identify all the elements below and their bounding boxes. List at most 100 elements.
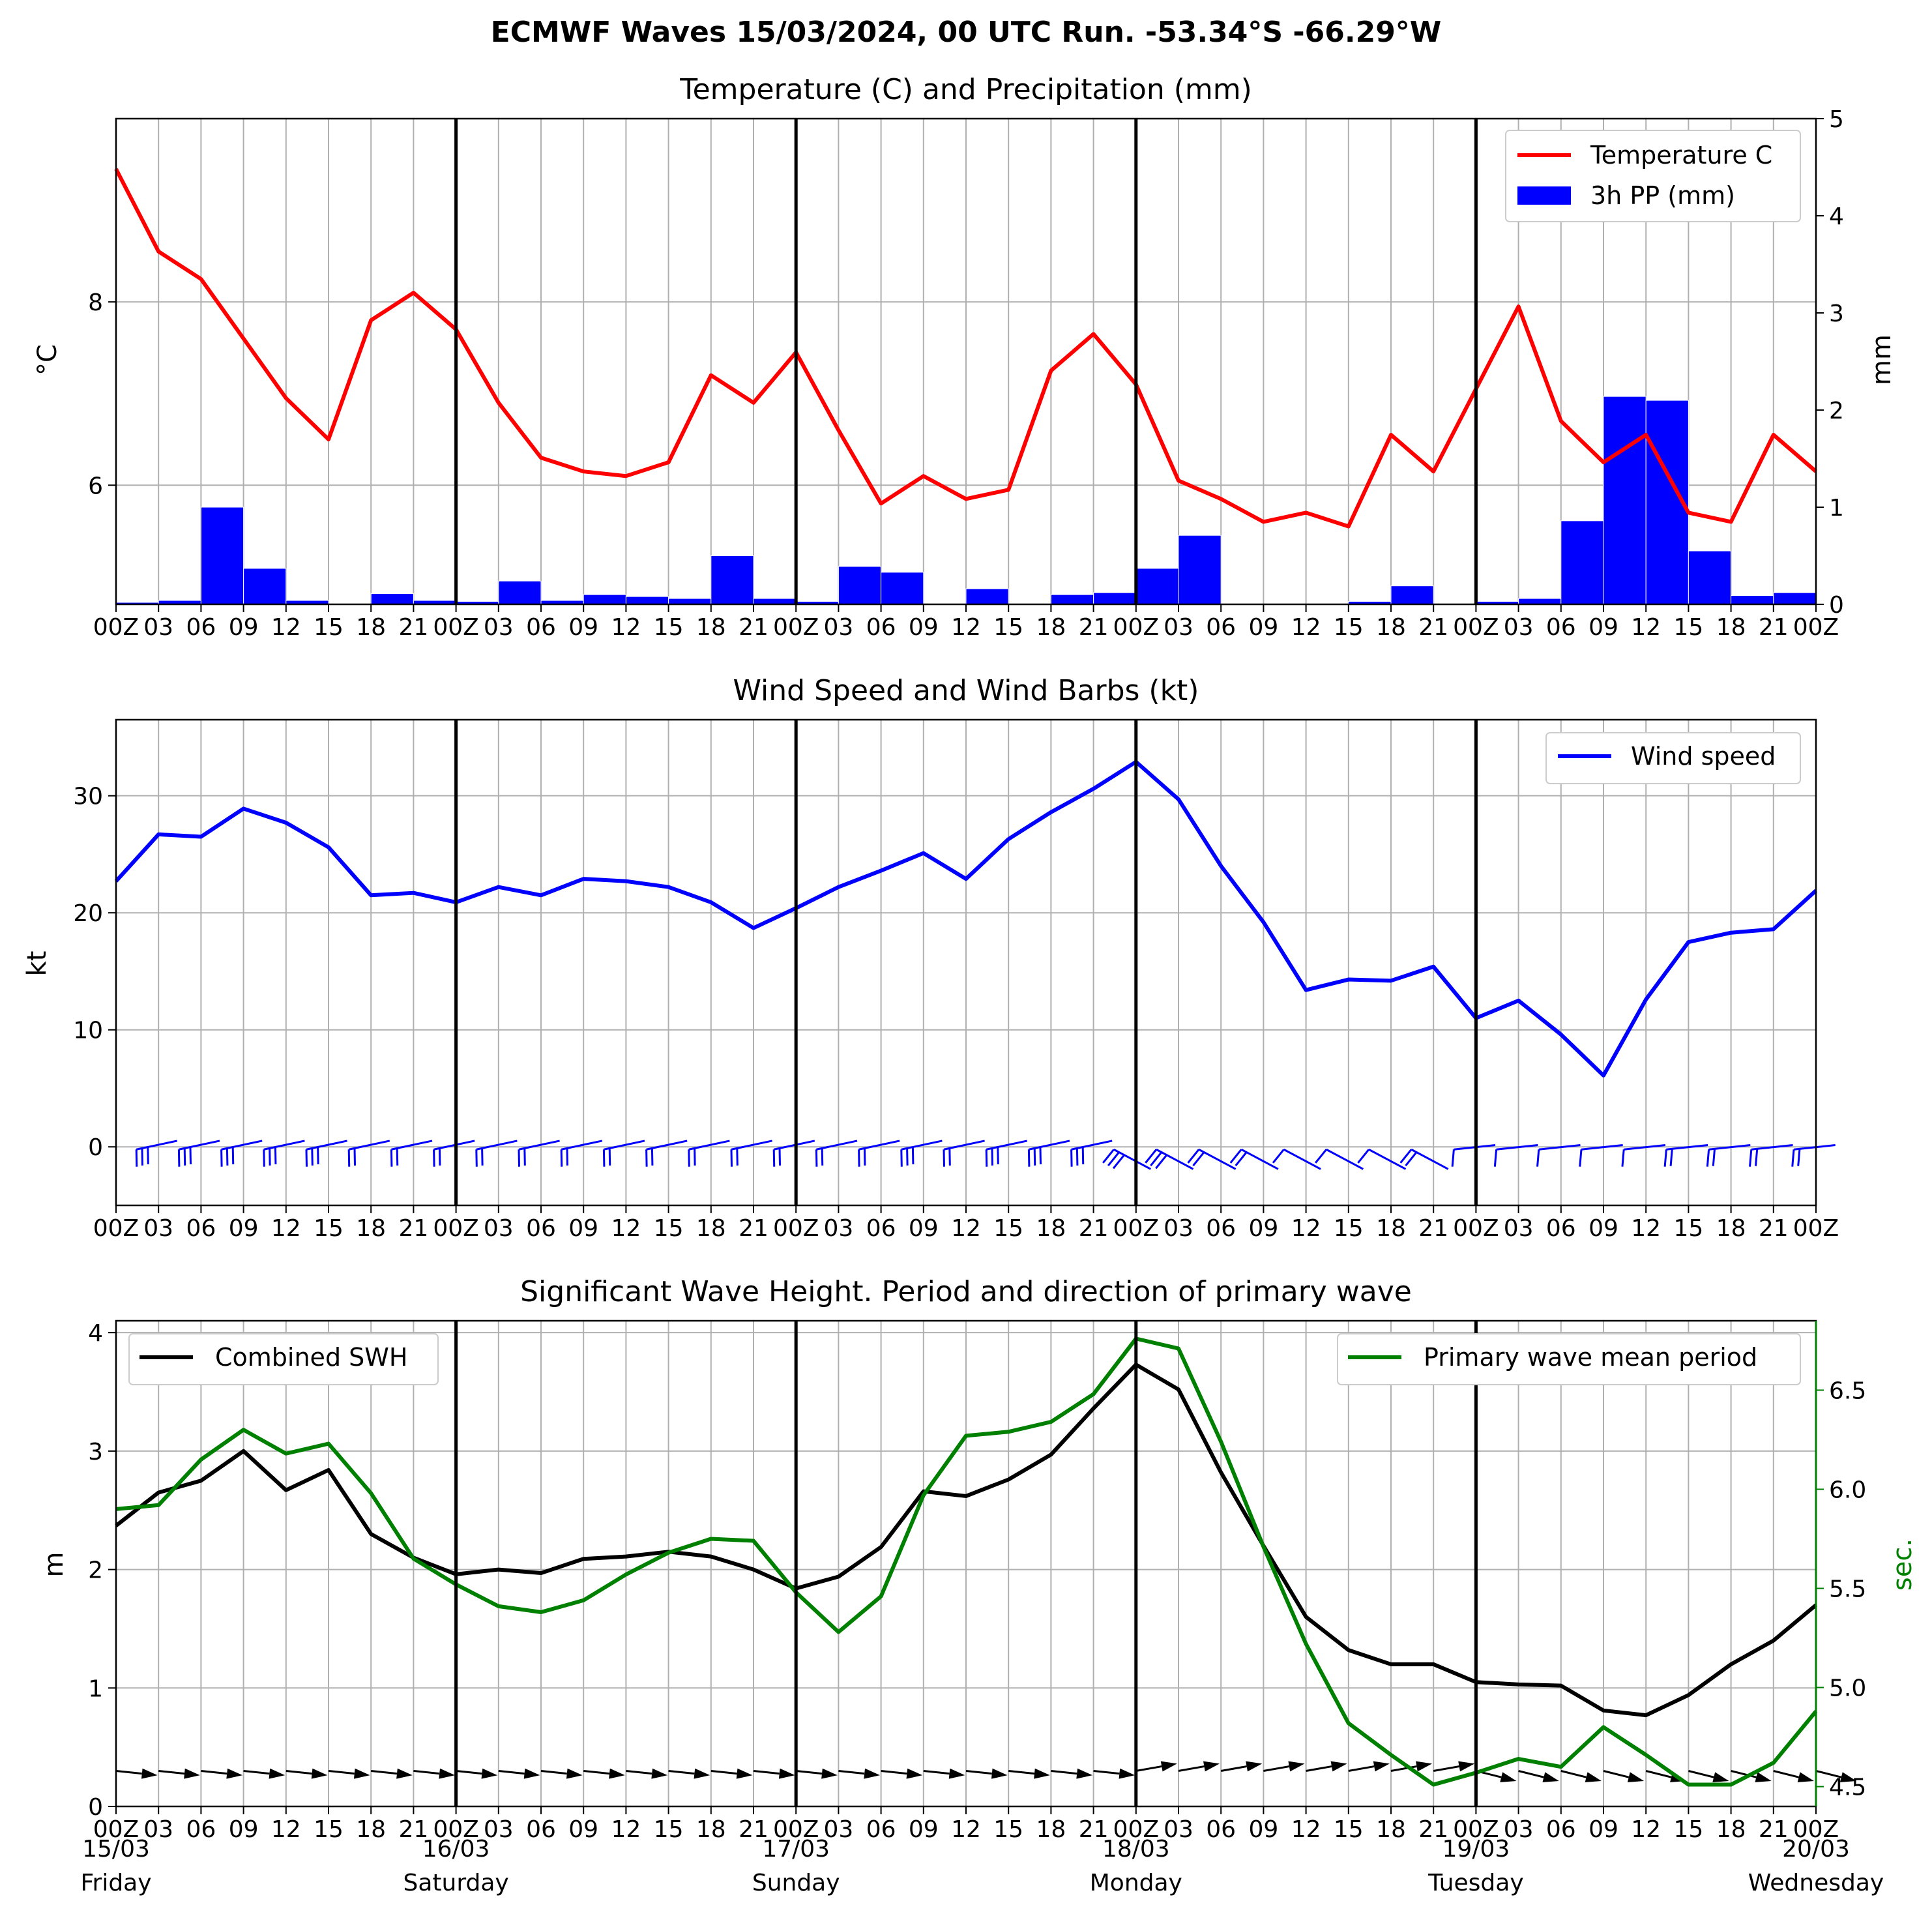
- wind-barb: [815, 1140, 858, 1167]
- arrow-shaft: [965, 1769, 992, 1775]
- barb-shaft: [306, 1140, 347, 1151]
- xtick-label: 15: [654, 1215, 684, 1242]
- figure-title: ECMWF Waves 15/03/2024, 00 UTC Run. -53.…: [491, 16, 1442, 49]
- precip-bar: [1518, 598, 1562, 605]
- barb-flag: [305, 1149, 308, 1167]
- barb-flag: [1192, 1151, 1205, 1167]
- wave-direction-arrow: [158, 1768, 200, 1779]
- xtick-label: 12: [951, 1215, 981, 1242]
- wind-barb: [1315, 1148, 1364, 1170]
- arrow-head: [1034, 1768, 1050, 1779]
- xtick-label: 03: [1164, 1816, 1193, 1843]
- arrow-shaft: [796, 1769, 823, 1775]
- xtick-label: 06: [526, 1816, 556, 1843]
- barb-shaft: [136, 1140, 178, 1151]
- wave-direction-arrow: [201, 1768, 243, 1779]
- precip-bar: [668, 598, 712, 605]
- arrow-shaft: [413, 1769, 440, 1775]
- xtick-label: 03: [823, 614, 853, 641]
- barb-flag: [645, 1149, 648, 1167]
- barb-flag: [1579, 1149, 1583, 1167]
- barb-flag: [1027, 1149, 1031, 1167]
- wave-direction-arrow: [1476, 1770, 1517, 1782]
- xtick-label: 15: [1673, 1816, 1703, 1843]
- xtick-label: 00Z: [773, 1215, 819, 1242]
- wind-barb: [1070, 1140, 1113, 1167]
- barb-flag: [688, 1149, 690, 1167]
- xtick-label: 09: [229, 1215, 259, 1242]
- arrow-head: [1160, 1761, 1177, 1772]
- xtick-label: 00Z: [433, 614, 478, 641]
- xtick-label: 21: [1418, 1816, 1448, 1843]
- barb-flag: [1357, 1149, 1370, 1164]
- arrow-shaft: [1731, 1770, 1757, 1778]
- xtick-label: 03: [1504, 1816, 1534, 1843]
- xtick-label: 21: [1418, 614, 1448, 641]
- arrow-shaft: [838, 1769, 865, 1775]
- barb-shaft: [1326, 1148, 1364, 1170]
- barb-flag: [263, 1149, 265, 1167]
- arrow-shaft: [1518, 1770, 1544, 1778]
- barb-flag: [1155, 1154, 1168, 1170]
- panel3-legend-right-box: [1337, 1333, 1801, 1385]
- barb-flag: [274, 1147, 277, 1164]
- barb-flag: [1145, 1149, 1158, 1164]
- precip-bar: [1560, 520, 1604, 605]
- barb-flag: [183, 1148, 186, 1166]
- wave-direction-arrow: [838, 1768, 881, 1779]
- wind-barb: [305, 1140, 347, 1167]
- arrow-head: [1203, 1761, 1220, 1772]
- barb-shaft: [901, 1140, 943, 1151]
- precip-bar: [753, 598, 797, 605]
- xtick-label: 15: [1334, 614, 1364, 641]
- xtick-label: 12: [1291, 614, 1321, 641]
- y2tick-label: 5.0: [1829, 1675, 1866, 1702]
- xtick-label: 12: [271, 1215, 301, 1242]
- barb-flag: [997, 1147, 999, 1164]
- xtick-label: 09: [1248, 1816, 1278, 1843]
- panel2-grid: [116, 720, 1816, 1205]
- precip-bar: [370, 593, 414, 605]
- arrow-shaft: [1815, 1770, 1842, 1778]
- arrow-head: [1585, 1772, 1602, 1782]
- xtick-label: 06: [1206, 1215, 1236, 1242]
- wave-direction-arrow: [1135, 1761, 1177, 1772]
- wave-direction-arrow: [1306, 1761, 1347, 1772]
- arrow-shaft: [1051, 1769, 1077, 1775]
- wind-barb: [1536, 1144, 1581, 1167]
- wind-barb: [985, 1140, 1028, 1167]
- barb-flag: [772, 1149, 776, 1167]
- precip-bar: [1603, 396, 1647, 605]
- wind-barb: [1749, 1144, 1793, 1167]
- arrow-head: [778, 1768, 795, 1779]
- ytick-label: 3: [88, 1439, 103, 1465]
- day-weekday-label: Monday: [1090, 1870, 1182, 1896]
- y2tick-label: 1: [1829, 495, 1844, 522]
- ytick-label: 2: [88, 1557, 103, 1584]
- arrow-head: [226, 1768, 243, 1779]
- barb-flag: [1112, 1154, 1125, 1170]
- xtick-label: 18: [696, 1816, 726, 1843]
- xtick-label: 00Z: [93, 614, 139, 641]
- xtick-label: 06: [866, 614, 896, 641]
- wind-barb: [475, 1140, 518, 1167]
- barb-shaft: [561, 1140, 603, 1151]
- xtick-label: 03: [484, 1816, 514, 1843]
- day-weekday-label: Wednesday: [1748, 1870, 1884, 1896]
- arrow-head: [566, 1768, 583, 1779]
- barb-shaft: [731, 1140, 772, 1151]
- arrow-head: [991, 1768, 1008, 1779]
- wave-direction-arrow: [1815, 1770, 1857, 1782]
- xtick-label: 18: [1716, 1816, 1746, 1843]
- arrow-head: [1627, 1772, 1645, 1782]
- wave-direction-arrow: [1390, 1761, 1433, 1772]
- barb-shaft: [1198, 1148, 1237, 1170]
- arrow-shaft: [753, 1769, 780, 1775]
- wave-lines: [115, 1336, 1818, 1787]
- wave-direction-arrow: [1688, 1770, 1729, 1782]
- xtick-label: 21: [739, 614, 768, 641]
- barb-shaft: [1240, 1148, 1279, 1170]
- precip-bar: [1773, 592, 1817, 605]
- barb-shaft: [943, 1140, 985, 1151]
- arrow-shaft: [158, 1769, 185, 1775]
